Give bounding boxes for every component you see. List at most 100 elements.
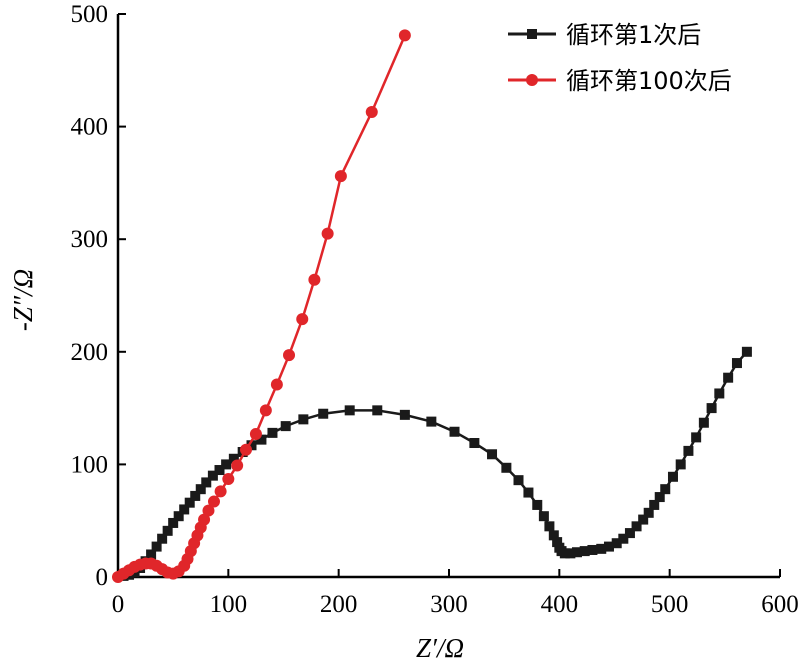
series-1-point: [426, 416, 437, 427]
series-1-point: [618, 533, 629, 544]
series-1-point: [501, 462, 512, 473]
series-1-point: [741, 346, 752, 357]
series-1-point: [544, 521, 555, 532]
series-1-point: [667, 471, 678, 482]
series-2-point: [231, 459, 244, 472]
series-layer: [112, 29, 752, 583]
series-1-point: [513, 475, 524, 486]
series-1-point: [723, 372, 734, 383]
series-1-point: [487, 449, 498, 460]
series-1: [118, 346, 752, 581]
series-1-point: [267, 427, 278, 438]
x-tick-label: 200: [320, 591, 358, 618]
series-1-point: [190, 490, 201, 501]
series-1-point: [714, 388, 725, 399]
series-2-point: [198, 513, 211, 526]
series-1-point: [624, 528, 635, 539]
legend-label: 循环第1次后: [566, 21, 701, 49]
x-tick-label: 400: [541, 591, 579, 618]
series-1-point: [256, 434, 267, 445]
series-2-point: [222, 473, 235, 486]
series-2-point: [214, 485, 227, 498]
series-2-point: [259, 404, 272, 417]
y-tick-label: 200: [71, 339, 109, 366]
y-tick-label: 400: [71, 114, 109, 141]
x-axis-title: Z′/Ω: [416, 633, 464, 663]
series-2-point: [202, 504, 215, 517]
series-2-line: [117, 34, 407, 579]
series-1-point: [552, 537, 563, 548]
series-1-point: [214, 465, 225, 476]
series-1-point: [611, 538, 622, 549]
series-1-line: [123, 350, 748, 578]
series-2-point: [239, 443, 252, 456]
x-tick-label: 500: [651, 591, 689, 618]
series-1-point: [638, 514, 649, 525]
series-1-point: [246, 440, 257, 451]
series-2-point: [398, 29, 411, 42]
series-1-point: [660, 484, 671, 495]
series-1-point: [565, 548, 576, 559]
series-1-point: [221, 459, 232, 470]
series-2-point: [207, 495, 220, 508]
x-tick-label: 600: [761, 591, 799, 618]
legend-marker: [527, 29, 537, 39]
series-1-point: [228, 453, 239, 464]
series-1-point: [654, 492, 665, 503]
series-1-point: [173, 511, 184, 522]
series-1-point: [318, 408, 329, 419]
series-1-point: [587, 544, 598, 555]
series-2-point: [283, 349, 296, 362]
series-1-point: [168, 517, 179, 528]
series-1-point: [207, 470, 218, 481]
series-1-point: [523, 487, 534, 498]
y-tick-label: 100: [71, 451, 109, 478]
series-1-point: [643, 507, 654, 518]
series-1-point: [280, 421, 291, 432]
series-2-point: [321, 227, 334, 240]
series-2-point: [365, 105, 378, 118]
series-1-point: [162, 525, 173, 536]
y-tick-label: 300: [71, 226, 109, 253]
series-1-point: [532, 499, 543, 510]
series-1-point: [559, 548, 570, 559]
series-2-point: [296, 313, 309, 326]
series-1-point: [399, 409, 410, 420]
series-1-point: [157, 533, 168, 544]
series-1-point: [596, 543, 607, 554]
series-1-point: [691, 432, 702, 443]
series-1-point: [298, 414, 309, 425]
series-1-point: [449, 426, 460, 437]
series-1-point: [151, 541, 162, 552]
series-2-point: [249, 427, 262, 440]
series-2-point: [270, 378, 283, 391]
legend-item: 循环第1次后: [508, 21, 701, 49]
series-1-point: [372, 405, 383, 416]
legend-item: 循环第100次后: [508, 67, 732, 95]
x-tick-label: 300: [430, 591, 468, 618]
series-2-point: [334, 170, 347, 183]
series-1-point: [631, 521, 642, 532]
y-tick-label: 500: [71, 1, 109, 28]
series-1-point: [344, 405, 355, 416]
series-1-point: [195, 484, 206, 495]
y-tick-label: 0: [96, 564, 109, 591]
axes: 0 100 200 300 400 500 600 0 100 200 300 400 500: [71, 1, 799, 618]
series-1-point: [201, 477, 212, 488]
legend-marker: [526, 74, 538, 86]
series-1-point: [683, 445, 694, 456]
series-1-point: [706, 403, 717, 414]
series-1-point: [675, 459, 686, 470]
series-1-point: [731, 358, 742, 369]
series-1-point: [179, 504, 190, 515]
series-1-point: [146, 549, 157, 560]
series-1-point: [649, 499, 660, 510]
series-1-point: [184, 497, 195, 508]
series-1-point: [538, 511, 549, 522]
series-1-point: [698, 417, 709, 428]
series-2: [112, 29, 411, 583]
series-1-point: [548, 530, 559, 541]
series-1-point: [579, 546, 590, 557]
